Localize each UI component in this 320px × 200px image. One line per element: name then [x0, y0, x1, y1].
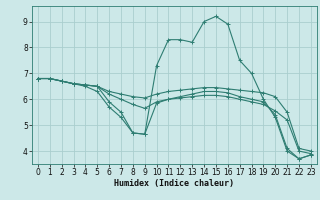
X-axis label: Humidex (Indice chaleur): Humidex (Indice chaleur)	[115, 179, 234, 188]
